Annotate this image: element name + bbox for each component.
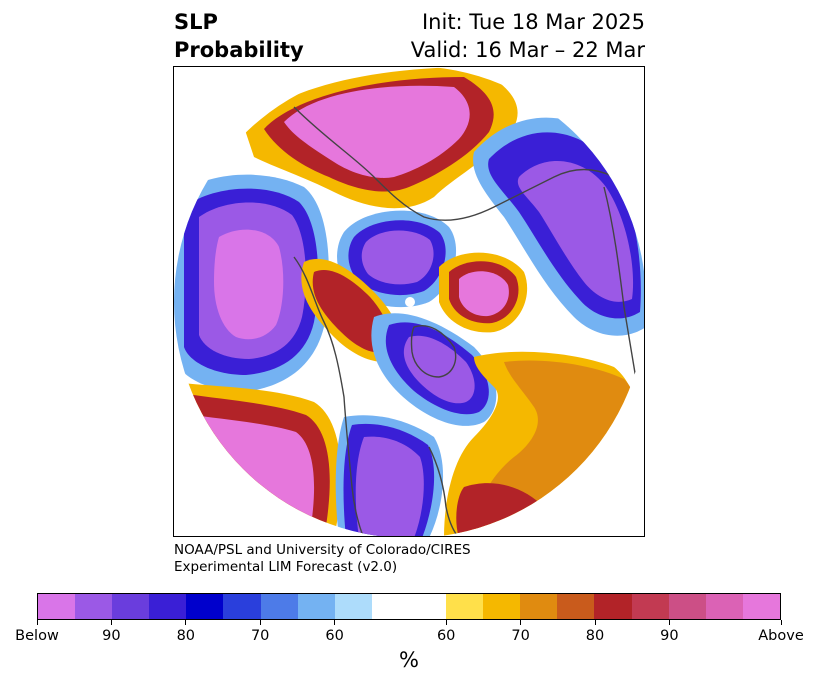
coastline-greenland (410, 325, 457, 378)
colorbar-tick-label: 70 (250, 628, 270, 644)
colorbar-tick-label: 80 (176, 628, 196, 644)
colorbar-swatch (297, 594, 335, 619)
colorbar-tick-label: 60 (325, 628, 344, 644)
coastline-europe (603, 186, 640, 398)
colorbar-tickmark (185, 620, 187, 625)
colorbar-swatch (408, 594, 447, 619)
colorbar-swatch (38, 594, 76, 619)
coastline-eurasia (293, 106, 615, 221)
colorbar-swatch (223, 594, 261, 619)
colorbar-swatch (446, 594, 484, 619)
colorbar-swatch (371, 594, 409, 619)
colorbar-swatch (742, 594, 780, 619)
colorbar-swatch (149, 594, 187, 619)
colorbar-swatch (557, 594, 595, 619)
map-title: SLP Probability (174, 8, 304, 64)
coastline-atlantic-us (428, 446, 460, 536)
above-core-alaska (312, 269, 391, 353)
colorbar-tick-label: Below (15, 628, 59, 644)
colorbar-tickmark (668, 620, 670, 625)
title-variable: SLP (174, 10, 218, 34)
colorbar-tick-label: Above (758, 628, 804, 644)
map-dates: Init: Tue 18 Mar 2025 Valid: 16 Mar – 22… (411, 8, 645, 64)
credit-line-2: Experimental LIM Forecast (v2.0) (174, 559, 398, 575)
colorbar-tick-label: 90 (102, 628, 121, 644)
colorbar-swatch (260, 594, 298, 619)
credit-line-1: NOAA/PSL and University of Colorado/CIRE… (174, 542, 471, 558)
colorbar-tickmark (780, 620, 782, 625)
colorbar-tickmark (594, 620, 596, 625)
credit-text: NOAA/PSL and University of Colorado/CIRE… (174, 542, 471, 576)
below-peak-europe (517, 160, 634, 302)
colorbar-tickmark (36, 620, 38, 625)
colorbar-swatch (594, 594, 632, 619)
above-peak-barents (459, 271, 509, 317)
colorbar-swatch (483, 594, 521, 619)
colorbar-swatch (520, 594, 558, 619)
colorbar-swatch (631, 594, 669, 619)
colorbar-swatch (112, 594, 150, 619)
init-date: Init: Tue 18 Mar 2025 (421, 10, 645, 34)
below-peak-arctic (361, 230, 434, 285)
polar-probability-map (174, 67, 644, 536)
colorbar-tick-label: 80 (585, 628, 605, 644)
colorbar-tickmark (110, 620, 112, 625)
colorbar-tickmark (445, 620, 447, 625)
coastline-north-america (293, 256, 365, 536)
colorbar-swatch (334, 594, 372, 619)
colorbar-unit: % (399, 648, 419, 672)
colorbar (37, 593, 781, 620)
valid-range: Valid: 16 Mar – 22 Mar (410, 38, 645, 62)
colorbar-tickmark (520, 620, 522, 625)
colorbar-tick-label: 70 (511, 628, 530, 644)
below-peak-usa (355, 436, 424, 536)
title-product: Probability (174, 38, 304, 62)
colorbar-swatch (668, 594, 706, 619)
below-deep-pacific (214, 229, 284, 340)
colorbar-tickmark (259, 620, 261, 625)
colorbar-tickmark (334, 620, 336, 625)
below-peak-canada (403, 335, 475, 404)
colorbar-swatch (186, 594, 224, 619)
colorbar-swatch (705, 594, 743, 619)
pole-marker (405, 297, 415, 307)
colorbar-tick-label: 60 (436, 628, 456, 644)
polar-map (173, 66, 645, 537)
colorbar-tick-label: 90 (660, 628, 679, 644)
colorbar-swatch (75, 594, 113, 619)
above-peak-siberia (284, 85, 470, 178)
